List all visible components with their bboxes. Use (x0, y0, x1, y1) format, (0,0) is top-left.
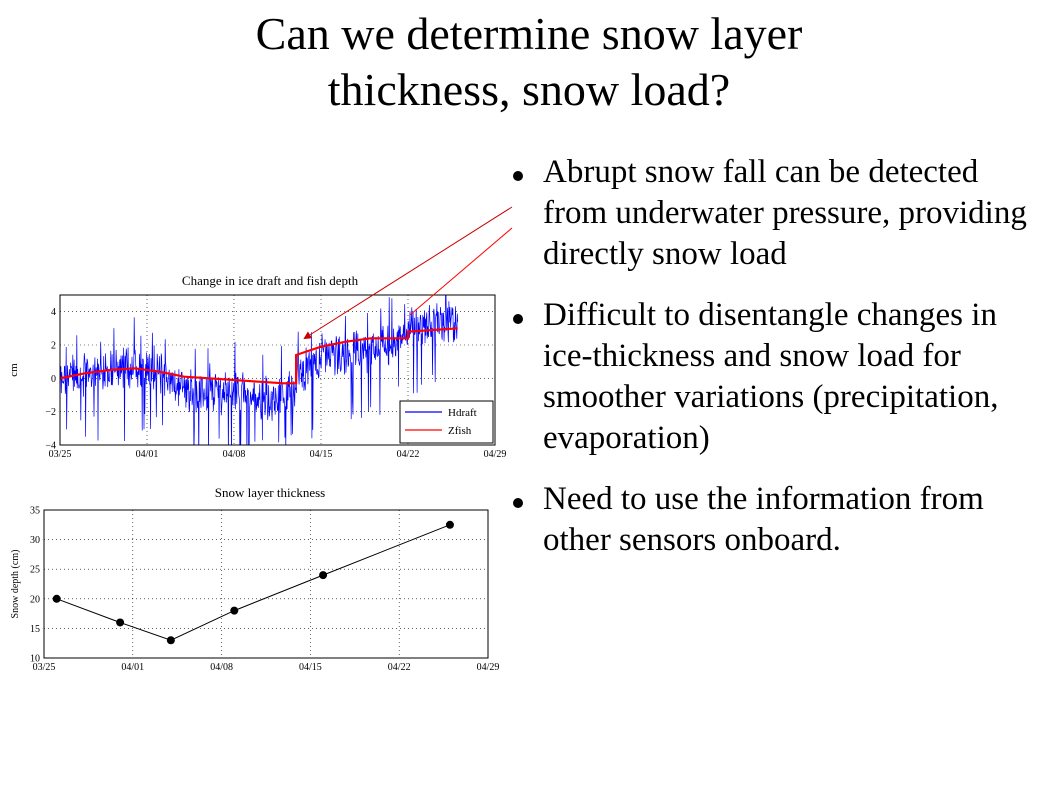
bullet-item: Need to use the information from other s… (510, 479, 1050, 561)
plot-frame (59, 294, 496, 446)
x-tick-label: 03/25 (33, 662, 56, 673)
x-tick-label: 04/01 (121, 662, 144, 673)
legend-box (399, 400, 494, 444)
chart-title: Snow layer thickness (215, 485, 325, 500)
chart-legend: Hdraft Zfish (399, 400, 494, 444)
y-axis-label: Snow depth (cm) (10, 550, 21, 619)
bullet-item: Abrupt snow fall can be detected from un… (510, 152, 1050, 275)
data-point (319, 571, 328, 580)
y-axis-label: cm (8, 363, 20, 377)
bullet-text: Abrupt snow fall can be detected from un… (543, 154, 1027, 272)
y-tick-label: 0 (51, 374, 56, 385)
data-point (116, 618, 125, 627)
y-tick-label: 2 (51, 341, 56, 352)
series-line-zfish (60, 327, 458, 385)
x-tick-label: 04/08 (210, 662, 233, 673)
y-tick-label: −2 (45, 407, 56, 418)
bullet-item: Difficult to disentangle changes in ice-… (510, 295, 1050, 459)
bullet-text: Difficult to disentangle changes in ice-… (543, 297, 999, 456)
legend-label-hdraft: Hdraft (448, 407, 477, 419)
x-tick-label: 04/15 (310, 449, 333, 460)
x-axis-ticks: 03/25 04/01 04/08 04/15 04/22 04/29 (33, 662, 500, 673)
y-tick-label: 10 (30, 654, 40, 665)
plot-frame (43, 509, 489, 659)
bullet-dot-icon (513, 171, 523, 181)
data-point (445, 520, 454, 529)
chart-series-group (52, 520, 454, 645)
slide-title: Can we determine snow layer thickness, s… (0, 6, 1058, 118)
annotation-line (409, 227, 513, 316)
annotation-arrow (303, 206, 513, 340)
y-tick-label: 25 (30, 565, 40, 576)
bullet-list: Abrupt snow fall can be detected from un… (510, 152, 1050, 581)
x-tick-label: 04/29 (477, 662, 500, 673)
x-tick-label: 04/15 (299, 662, 322, 673)
y-tick-label: 4 (51, 307, 56, 318)
bullet-text: Need to use the information from other s… (543, 481, 984, 558)
x-tick-label: 04/22 (388, 662, 411, 673)
x-tick-label: 04/01 (136, 449, 159, 460)
slide-title-line-2: thickness, snow load? (327, 64, 731, 115)
data-point (52, 594, 61, 603)
y-tick-label: −4 (45, 441, 56, 452)
slide-title-line-1: Can we determine snow layer (255, 8, 803, 59)
x-tick-label: 04/29 (484, 449, 507, 460)
bullet-dot-icon (513, 498, 523, 508)
data-point (166, 636, 175, 645)
bullet-dot-icon (513, 314, 523, 324)
y-axis-ticks: 4 2 0 −2 −4 (45, 307, 56, 451)
y-tick-label: 20 (30, 594, 40, 605)
chart-grid (44, 510, 488, 658)
y-tick-label: 30 (30, 535, 40, 546)
data-point (230, 606, 239, 615)
x-tick-label: 03/25 (49, 449, 72, 460)
legend-label-zfish: Zfish (448, 425, 472, 437)
chart-title: Change in ice draft and fish depth (182, 273, 359, 288)
ice-draft-chart: Change in ice draft and fish depth 4 2 0 −2… (8, 273, 507, 460)
y-tick-label: 15 (30, 624, 40, 635)
series-line-hdraft (60, 295, 459, 445)
x-axis-ticks: 03/25 04/01 04/08 04/15 04/22 04/29 (49, 449, 507, 460)
x-tick-label: 04/22 (397, 449, 420, 460)
chart-series-group (60, 295, 459, 445)
y-tick-label: 35 (30, 506, 40, 517)
series-line (56, 524, 451, 641)
y-axis-ticks: 35 30 25 20 15 10 (30, 506, 40, 665)
x-tick-label: 04/08 (223, 449, 246, 460)
